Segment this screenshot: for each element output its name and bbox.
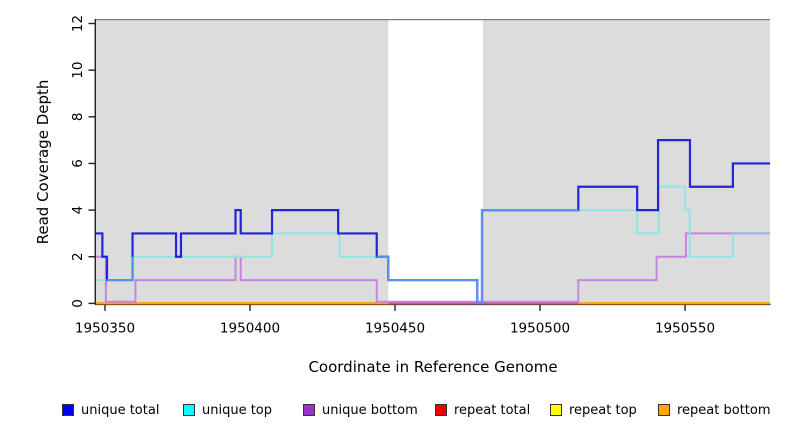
legend-item-repeat-total: repeat total [435, 402, 530, 418]
legend-swatch-repeat-total [435, 404, 447, 416]
series-unique-total-top-overlap-a-line [107, 256, 134, 282]
legend-item-repeat-top: repeat top [550, 402, 637, 418]
legend-label: unique total [81, 402, 160, 418]
chart-legend: unique total unique top unique bottom repea… [0, 402, 792, 422]
y-tick-label: 10 [70, 62, 86, 79]
legend-item-unique-top: unique top [183, 402, 272, 418]
series-unique-total-line [96, 139, 770, 305]
shaded-region-1 [482, 19, 770, 304]
legend-swatch-unique-total [62, 404, 74, 416]
x-tick-label: 1950350 [75, 320, 135, 336]
y-axis-title: Read Coverage Depth [34, 79, 52, 245]
legend-swatch-repeat-top [550, 404, 562, 416]
legend-label: repeat bottom [677, 402, 771, 418]
legend-label: unique bottom [322, 402, 418, 418]
plot-area: 1950350 1950400 1950450 1950500 1950550 0 2 4 6 8… [70, 15, 771, 336]
x-tick-label: 1950550 [655, 320, 715, 336]
y-tick-label: 12 [70, 15, 86, 32]
y-tick-label: 8 [70, 113, 86, 122]
legend-label: repeat top [569, 402, 637, 418]
legend-swatch-repeat-bottom [658, 404, 670, 416]
x-tick-label: 1950500 [510, 320, 570, 336]
legend-swatch-unique-bottom [303, 404, 315, 416]
x-axis-title: Coordinate in Reference Genome [308, 358, 558, 376]
series-unique-bottom-line [96, 232, 770, 303]
y-tick-label: 4 [70, 206, 86, 215]
legend-item-unique-bottom: unique bottom [303, 402, 418, 418]
legend-item-repeat-bottom: repeat bottom [658, 402, 771, 418]
y-tick-label: 0 [70, 299, 86, 308]
x-tick-label: 1950400 [220, 320, 280, 336]
legend-label: unique top [202, 402, 273, 418]
x-tick-label: 1950450 [365, 320, 425, 336]
shaded-region-0 [96, 19, 389, 304]
series-unique-total-top-overlap-b-line [376, 209, 579, 305]
legend-item-unique-total: unique total [62, 402, 159, 418]
y-tick-label: 6 [70, 159, 86, 168]
legend-label: repeat total [454, 402, 531, 418]
y-tick-label: 2 [70, 252, 86, 261]
legend-swatch-unique-top [183, 404, 195, 416]
